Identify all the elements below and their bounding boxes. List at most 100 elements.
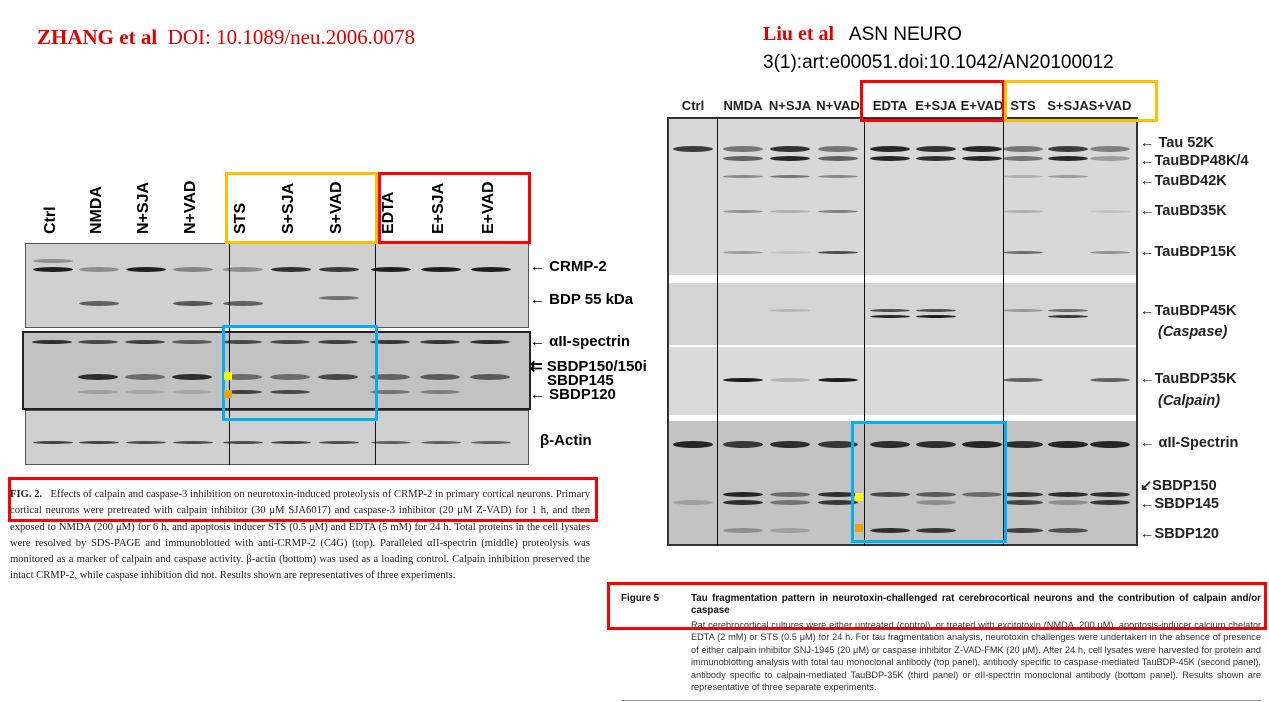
blot-band bbox=[1048, 500, 1088, 505]
blot-band bbox=[420, 340, 460, 344]
left-doi: DOI: 10.1089/neu.2006.0078 bbox=[167, 25, 415, 49]
marker-label: ←TauBDP15K bbox=[1140, 244, 1237, 260]
blot-band bbox=[1090, 500, 1130, 505]
blot-band bbox=[818, 175, 858, 178]
blot-band bbox=[79, 267, 119, 272]
blot-band bbox=[319, 267, 359, 272]
blot-band bbox=[1003, 210, 1043, 213]
blot-band bbox=[770, 378, 810, 382]
blot-band bbox=[78, 374, 118, 380]
blot-band bbox=[723, 251, 763, 254]
right-divider bbox=[1003, 117, 1004, 546]
blot-band bbox=[126, 267, 166, 272]
lane-label: S+SJA bbox=[1047, 98, 1089, 113]
blot-band bbox=[79, 441, 119, 444]
blot-band bbox=[723, 175, 763, 178]
blot-band bbox=[870, 315, 910, 318]
right-divider bbox=[864, 117, 865, 546]
lane-label: N+VAD bbox=[816, 98, 860, 113]
blot-band bbox=[1090, 441, 1130, 448]
blot-band bbox=[723, 210, 763, 213]
lane-label: N+VAD bbox=[182, 180, 199, 235]
left-marker-spectrin: ← αII-spectrin bbox=[530, 333, 631, 350]
blot-band bbox=[172, 390, 212, 394]
lane-label: Ctrl bbox=[42, 206, 59, 234]
blot-band bbox=[723, 156, 763, 161]
blot-band bbox=[818, 156, 858, 161]
right-tau-blot bbox=[669, 119, 1136, 275]
blot-band bbox=[1090, 156, 1130, 161]
blot-band bbox=[319, 296, 359, 300]
right-caption-highlight-box bbox=[607, 582, 1267, 630]
right-edta-highlight-box bbox=[860, 80, 1005, 122]
blot-band bbox=[870, 528, 910, 533]
lane-label: E+SJA bbox=[915, 98, 957, 113]
marker-label: ←TauBD42K bbox=[1140, 173, 1227, 189]
blot-band bbox=[370, 374, 410, 380]
blot-band bbox=[470, 340, 510, 344]
right-sts-highlight-box bbox=[1004, 80, 1158, 122]
left-marker-sbdp120: ← SBDP120 bbox=[530, 386, 616, 403]
lane-label: STS bbox=[1010, 98, 1036, 113]
blot-band bbox=[818, 146, 858, 152]
blot-band bbox=[916, 500, 956, 505]
blot-band bbox=[33, 441, 73, 444]
blot-band bbox=[223, 441, 263, 444]
blot-band bbox=[173, 441, 213, 444]
blot-band bbox=[370, 340, 410, 344]
left-edta-highlight-box bbox=[378, 172, 531, 244]
blot-band bbox=[126, 441, 166, 444]
left-marker-crmp2: ← CRMP-2 bbox=[530, 258, 607, 275]
blot-band bbox=[916, 309, 956, 312]
marker-label: ←SBDP145 bbox=[1140, 496, 1219, 512]
blot-band bbox=[1003, 156, 1043, 161]
blot-band bbox=[319, 441, 359, 444]
blot-band bbox=[223, 301, 263, 306]
blot-band bbox=[371, 441, 411, 444]
blot-band bbox=[818, 251, 858, 254]
blot-band bbox=[1048, 309, 1088, 312]
blot-band bbox=[1048, 441, 1088, 448]
left-spectrin-highlight-box bbox=[222, 325, 378, 421]
orange-marker bbox=[855, 524, 863, 532]
marker-label: ←TauBDP45K bbox=[1140, 303, 1237, 319]
blot-band bbox=[818, 210, 858, 213]
blot-band bbox=[723, 441, 763, 448]
lane-label: N+SJA bbox=[135, 181, 152, 234]
right-author: Liu et al bbox=[763, 23, 835, 45]
right-journal: ASN NEURO bbox=[848, 24, 962, 45]
lane-label: N+SJA bbox=[768, 98, 812, 113]
lane-label: NMDA bbox=[88, 186, 105, 234]
marker-label: ←TauBDP48K/4 bbox=[1140, 153, 1249, 169]
blot-band bbox=[33, 259, 73, 263]
blot-band bbox=[770, 146, 810, 152]
blot-band bbox=[173, 301, 213, 306]
blot-band bbox=[1048, 492, 1088, 497]
blot-band bbox=[1003, 528, 1043, 533]
blot-band bbox=[916, 146, 956, 152]
marker-label: ←SBDP120 bbox=[1140, 526, 1219, 542]
orange-marker bbox=[224, 390, 232, 398]
blot-band bbox=[271, 267, 311, 272]
blot-band bbox=[1003, 378, 1043, 382]
blot-band bbox=[818, 492, 858, 497]
blot-band bbox=[1003, 251, 1043, 254]
blot-band bbox=[33, 267, 73, 272]
blot-band bbox=[125, 374, 165, 380]
blot-band bbox=[870, 146, 910, 152]
lane-label: NMDA bbox=[723, 98, 763, 113]
blot-band bbox=[770, 156, 810, 161]
blot-band bbox=[818, 378, 858, 382]
left-title: ZHANG et al DOI: 10.1089/neu.2006.0078 bbox=[37, 25, 415, 50]
marker-label: (Calpain) bbox=[1158, 393, 1221, 409]
blot-band bbox=[172, 340, 212, 344]
blot-band bbox=[271, 441, 311, 444]
blot-band bbox=[1003, 500, 1043, 505]
blot-band bbox=[222, 390, 262, 394]
blot-band bbox=[1048, 146, 1088, 152]
blot-band bbox=[1090, 378, 1130, 382]
blot-band bbox=[770, 309, 810, 312]
lane-label: Ctrl bbox=[681, 98, 705, 113]
blot-band bbox=[173, 267, 213, 272]
blot-band bbox=[870, 309, 910, 312]
